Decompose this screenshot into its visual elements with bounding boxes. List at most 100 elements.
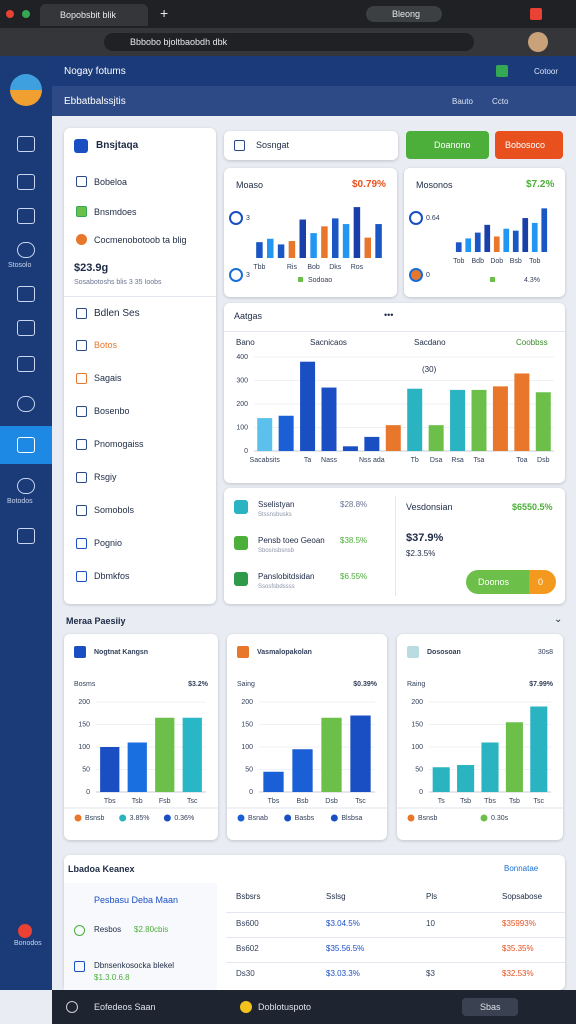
- ext-icon[interactable]: [530, 8, 542, 20]
- nav-icon[interactable]: [17, 136, 35, 152]
- tab[interactable]: Bopobsbit blik: [40, 4, 148, 26]
- nav-active[interactable]: [0, 426, 52, 464]
- menu-item[interactable]: Botos: [94, 340, 118, 350]
- bar: [505, 722, 523, 792]
- card-action[interactable]: Bonnatae: [504, 864, 539, 873]
- menu-item[interactable]: Pognio: [94, 538, 123, 548]
- menu-item[interactable]: Pnomogaiss: [94, 439, 144, 449]
- chart-card: Vasmalopakolan Saing $0.39% 0 50 100 150 200 Tbs…: [227, 634, 387, 840]
- bar: [332, 218, 339, 258]
- bar: [471, 389, 487, 451]
- nav-icon[interactable]: [17, 356, 35, 372]
- x-tick-label: Tbb: [253, 264, 265, 271]
- button-red[interactable]: Bobosoco: [495, 131, 563, 159]
- header-action[interactable]: Cotoor: [534, 67, 559, 76]
- nav-icon[interactable]: [17, 286, 35, 302]
- bar: [514, 373, 530, 451]
- status-text[interactable]: Doblotuspoto: [258, 1002, 312, 1012]
- table-cell: $35.56.5%: [326, 944, 365, 953]
- button-label: Doanono: [434, 140, 471, 150]
- item[interactable]: Bnsmdoes: [94, 207, 137, 217]
- x-tick-label: Tb: [411, 457, 419, 464]
- table-cell: Bs600: [236, 919, 259, 928]
- card-title: Nogtnat Kangsn: [94, 649, 148, 656]
- nav-icon[interactable]: [17, 208, 35, 224]
- y-tick-label: 150: [411, 721, 423, 728]
- y-tick-label: 200: [241, 699, 253, 706]
- progress-pill[interactable]: Doonos 0: [466, 570, 556, 594]
- chart: Nogtnat Kangsn Bosms $3.2% 0 50 100 150 200 Tbs T…: [64, 646, 218, 822]
- profile-pill[interactable]: Bleong: [366, 6, 442, 22]
- y-tick-label: 50: [245, 766, 253, 773]
- item-icon: [76, 308, 87, 319]
- menu-item[interactable]: Bosenbo: [94, 406, 130, 416]
- nav-icon[interactable]: [17, 174, 35, 190]
- y-tick-label: 0: [86, 789, 90, 796]
- max-dot[interactable]: [22, 10, 30, 18]
- row-sub: Sbosnsbsnsb: [258, 548, 295, 554]
- bar: [531, 222, 538, 252]
- table-cell: $35993%: [502, 919, 536, 928]
- x-tick-label: Ris: [287, 264, 298, 271]
- pill-label: Doonos: [478, 577, 510, 587]
- close-dot[interactable]: [6, 10, 14, 18]
- x-tick-label: Tbs: [268, 798, 280, 805]
- alert-icon[interactable]: [18, 924, 32, 938]
- row-title[interactable]: Pensb toeo Geoan: [258, 536, 325, 545]
- collapse[interactable]: ⌄: [554, 614, 563, 625]
- row-value: $6.55%: [340, 572, 368, 581]
- status-text[interactable]: Eofedeos Saan: [94, 1002, 156, 1012]
- tag-icon: [229, 211, 243, 225]
- side-title: Vesdonsian: [406, 502, 453, 512]
- x-tick-label: Ros: [351, 264, 364, 271]
- y-tick-label: 150: [78, 721, 90, 728]
- search-box[interactable]: Sosngat: [224, 131, 398, 160]
- nav-icon[interactable]: [17, 320, 35, 336]
- tool[interactable]: Bauto: [452, 97, 473, 106]
- tag: 0: [426, 272, 430, 279]
- tool[interactable]: Ccto: [492, 97, 509, 106]
- item-title[interactable]: Dbnsenkosocka blekel: [94, 961, 175, 970]
- avatar[interactable]: [528, 32, 548, 52]
- menu-item[interactable]: Rsgiy: [94, 472, 117, 482]
- button-green[interactable]: Doanono: [406, 131, 489, 159]
- address-bar[interactable]: Bbbobo bjoltbaobdh dbk: [104, 33, 474, 51]
- tag: 0.64: [426, 215, 440, 222]
- card-title: Vasmalopakolan: [257, 649, 312, 656]
- footer-item: 3.85%: [130, 815, 150, 822]
- row-title[interactable]: Panslobitdsidan: [258, 572, 315, 581]
- divider: [64, 296, 216, 297]
- legend-dot: [163, 814, 171, 822]
- sub-amount: $2.3.5%: [406, 549, 436, 558]
- new-tab[interactable]: +: [160, 5, 169, 21]
- table-header: Sslsg: [326, 892, 346, 901]
- item-title[interactable]: Resbos: [94, 925, 122, 934]
- menu-item[interactable]: Somobols: [94, 505, 135, 515]
- column: Coobbss: [516, 338, 548, 347]
- nav-icon[interactable]: [17, 242, 35, 258]
- x-tick-label: Tob: [453, 258, 464, 265]
- nav-icon[interactable]: [17, 396, 35, 412]
- x-tick-label: Tsc: [355, 798, 366, 805]
- amount: $23.9g: [74, 262, 109, 274]
- menu-item[interactable]: Sagais: [94, 373, 122, 383]
- item[interactable]: Bobeloa: [94, 177, 128, 187]
- card-figure: $7.2%: [526, 179, 555, 190]
- status-button[interactable]: Sbas: [462, 998, 518, 1016]
- nav-icon[interactable]: [17, 478, 35, 494]
- card-figure: $0.79%: [352, 179, 386, 190]
- nav-label[interactable]: Bonodos: [14, 940, 42, 947]
- card-menu[interactable]: •••: [384, 310, 394, 320]
- item[interactable]: Cocmenobotoob ta blig: [94, 235, 187, 245]
- menu-icon: [76, 439, 87, 450]
- badge: 30s8: [538, 649, 553, 656]
- row-title[interactable]: Sselistyan: [258, 500, 295, 509]
- menu-icon: [76, 340, 87, 351]
- chart-card: Nogtnat Kangsn Bosms $3.2% 0 50 100 150 200 Tbs T…: [64, 634, 218, 840]
- nav-icon[interactable]: [17, 528, 35, 544]
- header-icon[interactable]: [496, 65, 508, 77]
- menu-item[interactable]: Dbmkfos: [94, 571, 130, 581]
- nav-label[interactable]: Botodos: [7, 498, 33, 505]
- nav-label[interactable]: Stosolo: [8, 262, 32, 269]
- status-bar: Eofedeos Saan Doblotuspoto Sbas: [52, 990, 576, 1024]
